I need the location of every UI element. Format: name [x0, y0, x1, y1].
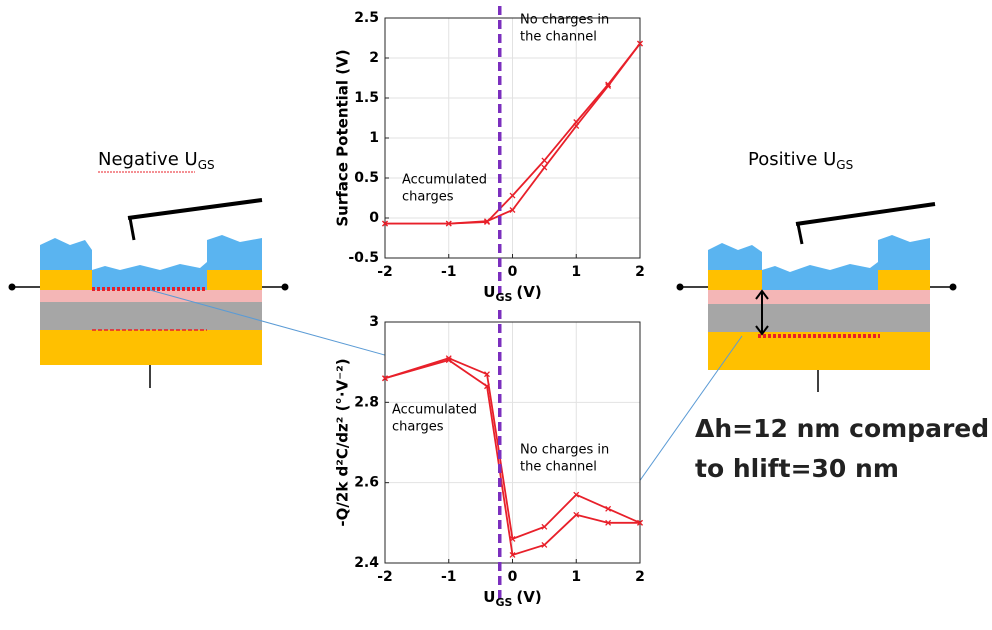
layer: [40, 302, 262, 330]
x-tick-label: -1: [441, 264, 457, 280]
y-tick-label: 0: [369, 210, 379, 226]
substrate: [40, 330, 262, 365]
electrode: [40, 270, 92, 290]
label-negative: Negative UGS: [98, 149, 215, 172]
layer: [708, 290, 930, 304]
label-sub: GS: [198, 158, 215, 172]
x-tick-label: -1: [441, 569, 457, 585]
lead-dot: [677, 284, 684, 291]
y-tick-label: 2.6: [354, 475, 379, 491]
x-tick-label: -2: [377, 569, 393, 585]
x-axis-title-sub: GS: [495, 596, 512, 609]
electrode: [708, 270, 762, 290]
tip: [130, 218, 134, 240]
tip: [798, 224, 802, 244]
x-tick-label: 0: [508, 569, 518, 585]
lead-dot: [9, 284, 16, 291]
annotation: Accumulated: [392, 403, 477, 418]
y-tick-label: 3: [369, 314, 379, 330]
x-axis-title-sub: GS: [495, 291, 512, 304]
device-negative: [9, 200, 289, 388]
note: to hlift=30 nm: [695, 454, 899, 483]
note: Δh=12 nm compared: [695, 414, 989, 443]
x-tick-label: -2: [377, 264, 393, 280]
x-tick-label: 1: [571, 569, 581, 585]
cantilever: [796, 204, 935, 224]
y-tick-label: 2.8: [354, 394, 379, 410]
y-axis-title: Surface Potential (V): [334, 49, 352, 226]
annotation: charges: [402, 190, 454, 205]
annotation: No charges in: [520, 443, 609, 458]
y-tick-label: 2.5: [354, 10, 379, 26]
x-axis-title: UGS (V): [483, 588, 541, 610]
x-axis-title: UGS (V): [483, 283, 541, 305]
annotation: charges: [392, 420, 444, 435]
x-tick-label: 1: [571, 264, 581, 280]
annotation: Accumulated: [402, 173, 487, 188]
annotation: the channel: [520, 30, 597, 45]
y-tick-label: 0.5: [354, 170, 379, 186]
page: body { margin: 0; width: 992px; height: …: [0, 0, 992, 630]
slide: {"chart_data": [ {"type": "line", "x": […: [0, 0, 992, 630]
lead-dot: [950, 284, 957, 291]
label-positive: Positive UGS: [748, 149, 853, 172]
label-text: Positive U: [748, 149, 836, 170]
label-text: Negative U: [98, 149, 198, 170]
slide-canvas: Negative UGS Positive UGS Δh=12 nm compa…: [0, 0, 992, 630]
y-tick-label: -0.5: [348, 250, 379, 266]
y-axis-title: -Q/2k d²C/dz² (°·V⁻²): [334, 358, 352, 526]
x-axis-title-unit: (V): [516, 283, 541, 301]
annotation: the channel: [520, 460, 597, 475]
x-tick-label: 2: [635, 569, 645, 585]
layer: [708, 304, 930, 332]
layer: [40, 290, 262, 302]
x-axis-title-main: U: [483, 588, 495, 606]
device-positive: [677, 204, 957, 392]
annotation: No charges in: [520, 13, 609, 28]
electrode: [207, 270, 262, 290]
cantilever: [128, 200, 262, 218]
y-tick-label: 2.4: [354, 555, 379, 571]
x-tick-label: 2: [635, 264, 645, 280]
x-tick-label: 0: [508, 264, 518, 280]
y-tick-label: 1.5: [354, 90, 379, 106]
x-axis-title-unit: (V): [516, 588, 541, 606]
y-tick-label: 2: [369, 50, 379, 66]
x-axis-title-main: U: [483, 283, 495, 301]
label-sub: GS: [836, 158, 853, 172]
lead-dot: [282, 284, 289, 291]
y-tick-label: 1: [369, 130, 379, 146]
electrode: [878, 270, 930, 290]
